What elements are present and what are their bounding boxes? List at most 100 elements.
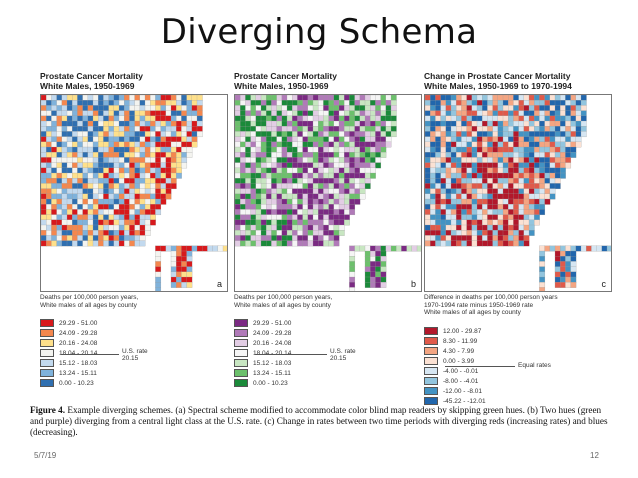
county-cell — [518, 240, 525, 247]
county-cell — [359, 162, 366, 169]
county-cell — [497, 240, 504, 247]
county-cell — [349, 131, 356, 138]
county-cell — [570, 110, 577, 117]
county-cell — [359, 100, 366, 106]
county-cell — [82, 105, 89, 112]
county-cell — [575, 136, 582, 143]
county-cell — [191, 131, 198, 138]
county-cell — [77, 204, 84, 210]
county-cell — [461, 131, 468, 138]
county-cell — [466, 162, 473, 169]
legend-caption: Deaths per 100,000 person years, White m… — [40, 294, 230, 309]
county-cell — [456, 115, 462, 122]
county-cell — [92, 193, 99, 200]
county-cell — [333, 178, 340, 184]
county-cell — [56, 178, 63, 184]
county-cell — [92, 230, 99, 236]
legend-swatch — [40, 369, 54, 377]
county-cell — [554, 136, 561, 143]
county-cell — [580, 245, 587, 252]
county-cell — [191, 141, 198, 148]
county-cell — [534, 120, 540, 127]
county-cell — [260, 136, 267, 143]
county-cell — [56, 172, 63, 179]
county-cell — [471, 157, 478, 164]
county-cell — [440, 183, 447, 190]
county-cell — [565, 276, 572, 283]
county-cell — [260, 183, 267, 190]
county-cell — [560, 110, 566, 117]
county-cell — [82, 224, 89, 231]
county-cell — [312, 146, 319, 153]
county-cell — [150, 167, 156, 174]
county-cell — [344, 131, 350, 138]
county-cell — [297, 105, 304, 112]
county-cell — [98, 162, 104, 169]
county-cell — [271, 141, 278, 148]
county-cell — [502, 183, 509, 190]
county-cell — [266, 126, 272, 132]
county-cell — [497, 157, 504, 164]
county-cell — [456, 136, 462, 143]
county-cell — [87, 136, 94, 143]
county-cell — [108, 214, 115, 221]
county-cell — [338, 136, 345, 143]
county-cell — [72, 136, 78, 143]
legend-swatch — [234, 329, 248, 337]
county-cell — [544, 183, 551, 190]
county-cell — [349, 188, 356, 195]
county-cell — [518, 162, 525, 169]
county-cell — [487, 224, 494, 231]
county-cell — [155, 245, 162, 252]
county-cell — [445, 152, 452, 158]
county-cell — [41, 230, 47, 236]
county-cell — [580, 120, 587, 127]
county-cell — [482, 100, 488, 106]
county-cell — [150, 115, 156, 122]
county-cell — [359, 167, 366, 174]
county-cell — [318, 167, 324, 174]
county-cell — [508, 115, 514, 122]
county-cell — [508, 95, 514, 101]
county-cell — [297, 126, 304, 132]
county-cell — [549, 105, 556, 112]
county-cell — [440, 105, 447, 112]
county-cell — [359, 152, 366, 158]
county-cell — [250, 110, 257, 117]
slide-page-number: 12 — [590, 451, 599, 460]
county-cell — [492, 167, 499, 174]
county-cell — [129, 105, 136, 112]
county-cell — [41, 188, 47, 195]
county-cell — [82, 126, 89, 132]
county-cell — [487, 141, 494, 148]
county-cell — [271, 146, 278, 153]
county-cell — [160, 95, 167, 101]
county-cell — [260, 235, 267, 242]
county-cell — [66, 235, 73, 242]
county-cell — [124, 183, 130, 190]
county-cell — [139, 214, 146, 221]
county-cell — [307, 120, 314, 127]
county-cell — [554, 178, 561, 184]
county-cell — [560, 141, 566, 148]
county-cell — [255, 178, 262, 184]
county-cell — [466, 152, 473, 158]
county-cell — [292, 167, 298, 174]
county-cell — [160, 100, 167, 106]
county-cell — [476, 230, 483, 236]
county-cell — [255, 152, 262, 158]
county-cell — [139, 172, 146, 179]
county-cell — [476, 157, 483, 164]
county-cell — [170, 146, 177, 153]
county-cell — [435, 183, 442, 190]
county-cell — [250, 204, 257, 210]
county-cell — [456, 105, 462, 112]
county-cell — [333, 167, 340, 174]
county-cell — [271, 230, 278, 236]
county-cell — [430, 198, 436, 205]
county-cell — [508, 240, 514, 247]
county-cell — [176, 105, 182, 112]
county-cell — [425, 235, 431, 242]
county-cell — [176, 172, 182, 179]
county-cell — [534, 136, 540, 143]
